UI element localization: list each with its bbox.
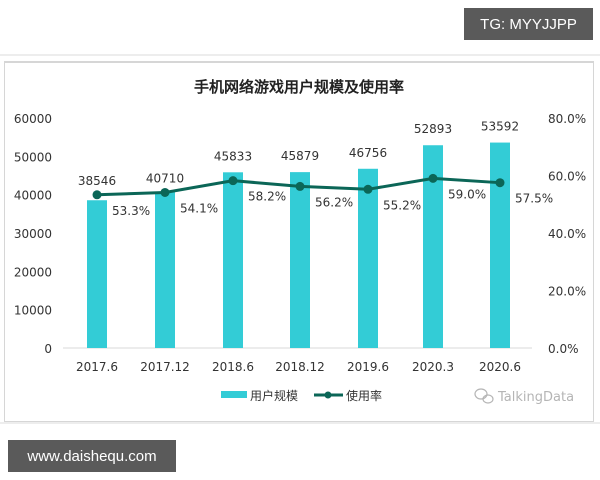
left-axis-tick: 30000 [14,227,52,241]
bar-series [87,142,510,348]
x-axis-tick: 2017.12 [140,360,190,374]
line-value-label: 53.3% [112,204,150,218]
x-axis-tick: 2017.6 [76,360,118,374]
legend-bar-label: 用户规模 [250,388,298,403]
source-logo: TalkingData [474,388,574,405]
right-axis: 0.0% 20.0% 40.0% 60.0% 80.0% [548,112,586,356]
line-series: 38546 40710 45833 45879 46756 52893 53592 53.3%… [78,120,553,218]
right-axis-tick: 0.0% [548,342,579,356]
line-value-label: 57.5% [515,192,553,206]
bar-value-label: 52893 [414,122,452,136]
line-point [160,187,170,197]
bar-value-label: 45879 [281,149,319,163]
bar-value-label: 38546 [78,174,116,188]
watermark-tag-top: TG: MYYJJPP [464,8,593,40]
right-axis-tick: 80.0% [548,112,586,126]
wechat-icon [474,388,494,404]
legend: 用户规模 使用率 [221,388,382,403]
x-axis-labels: 2017.6 2017.12 2018.6 2018.12 2019.6 2020.3 20… [76,360,521,374]
line-point [295,181,305,191]
legend-line-marker [324,391,332,399]
bar-value-label: 53592 [481,120,519,134]
line-value-label: 59.0% [448,187,486,201]
x-axis-tick: 2018.12 [275,360,325,374]
bar-value-label: 40710 [146,171,184,185]
x-axis-tick: 2019.6 [347,360,389,374]
bar [290,172,310,348]
chart-title: 手机网络游戏用户规模及使用率 [194,78,404,96]
legend-line-label: 使用率 [346,388,382,403]
bar [490,142,510,348]
bar [155,191,175,348]
watermark-tag-bottom: www.daishequ.com [8,440,176,472]
line-point [495,178,505,188]
divider-top [0,54,600,56]
bar [87,200,107,348]
line-point [363,184,373,194]
left-axis-tick: 50000 [14,150,52,164]
line-value-label: 54.1% [180,201,218,215]
legend-bar-swatch [221,391,247,398]
x-axis-tick: 2018.6 [212,360,254,374]
line-point [228,176,238,186]
left-axis-tick: 20000 [14,265,52,279]
source-logo-text: TalkingData [497,390,574,405]
divider-bottom [0,422,600,424]
bar-value-label: 46756 [349,146,387,160]
right-axis-tick: 60.0% [548,170,586,184]
left-axis-tick: 40000 [14,189,52,203]
x-axis-tick: 2020.3 [412,360,454,374]
line-value-label: 55.2% [383,198,421,212]
line-value-label: 58.2% [248,190,286,204]
left-axis: 0 10000 20000 30000 40000 50000 60000 [14,112,52,356]
bar-value-label: 45833 [214,149,252,163]
left-axis-tick: 0 [44,342,52,356]
line-point [428,173,438,183]
left-axis-tick: 10000 [14,304,52,318]
bar [423,145,443,348]
x-axis-tick: 2020.6 [479,360,521,374]
left-axis-tick: 60000 [14,112,52,126]
right-axis-tick: 20.0% [548,285,586,299]
line-point [92,190,102,200]
bar [223,172,243,348]
bar [358,168,378,348]
line-value-label: 56.2% [315,195,353,209]
right-axis-tick: 40.0% [548,227,586,241]
